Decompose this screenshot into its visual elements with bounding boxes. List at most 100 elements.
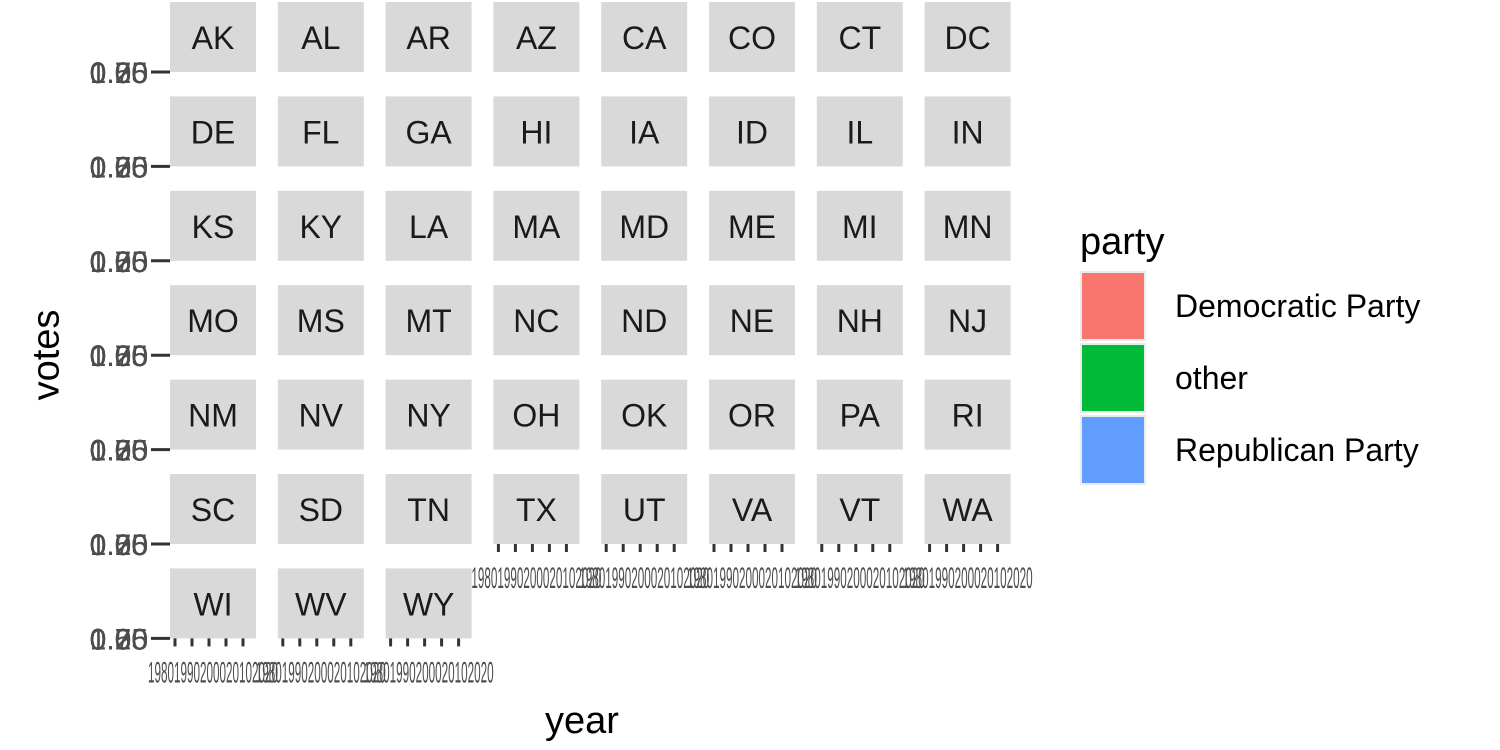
strip-label-mt: MT [405,303,451,339]
y-tick-label: 0.50 [90,340,148,373]
strip-sc [170,474,256,544]
y-tick-label: 0.25 [90,246,148,279]
strip-wa [924,474,1011,544]
x-tick-labels: 1980​1990​2000​2010​2020 [256,656,386,689]
y-tick-label: 0.00 [90,340,148,373]
strip-label-me: ME [728,209,776,245]
strip-wy [385,568,472,639]
strip-label-ak: AK [192,20,235,56]
y-tick-label: 0.75 [90,529,148,562]
strip-label-va: VA [732,492,773,528]
y-tick-label: 1.00 [90,151,148,184]
y-tick-label: 1.00 [90,340,148,373]
strip-label-mn: MN [943,209,993,245]
strip-label-nm: NM [188,398,238,434]
strip-ia [601,96,688,167]
strip-ct [816,2,903,72]
strip-label-mi: MI [842,209,878,245]
strip-md [601,190,688,261]
y-tick-label: 0.50 [90,57,148,90]
x-axis-title: year [545,700,619,742]
strip-ar [385,2,472,72]
strip-wv [277,568,364,639]
strip-label-in: IN [952,114,984,150]
y-tick-label: 1.00 [90,529,148,562]
y-tick-label: 0.25 [90,529,148,562]
y-tick-label: 0.75 [90,57,148,90]
x-tick-labels: 1980​1990​2000​2010​2020 [364,656,494,689]
strip-ok [601,379,688,450]
strip-label-ky: KY [299,209,342,245]
strip-co [709,2,795,72]
legend-item-other: other [1080,342,1420,414]
strip-label-ga: GA [405,114,452,150]
legend-key-other [1080,343,1146,413]
strip-label-de: DE [191,114,235,150]
strip-label-ks: KS [192,209,235,245]
y-tick-label: 1.00 [90,57,148,90]
x-tick-labels: 1980​1990​2000​2010​2020 [687,562,817,595]
strip-ut [601,474,688,544]
strip-label-md: MD [619,209,669,245]
x-tick-labels: 1980​1990​2000​2010​2020 [903,562,1033,595]
strip-label-mo: MO [187,303,239,339]
strip-label-vt: VT [839,492,880,528]
strip-label-wv: WV [295,586,347,622]
strip-label-nh: NH [837,303,883,339]
y-tick-label: 0.75 [90,246,148,279]
strip-ky [277,190,364,261]
strip-de [170,96,256,167]
y-tick-label: 0.00 [90,623,148,656]
legend-key-republican [1080,415,1146,485]
strip-label-ny: NY [406,398,450,434]
strip-nm [170,379,256,450]
strip-label-fl: FL [302,114,339,150]
strip-label-nc: NC [513,303,559,339]
legend-label-other: other [1175,359,1248,396]
strip-nc [493,285,580,356]
strip-ri [924,379,1011,450]
y-tick-label: 0.50 [90,623,148,656]
legend-label-democratic: Democratic Party [1175,287,1421,324]
strip-mo [170,285,256,356]
y-tick-label: 0.00 [90,57,148,90]
y-tick-label: 1.00 [90,435,148,468]
strip-tx [493,474,580,544]
strip-va [709,474,795,544]
y-tick-label: 0.75 [90,151,148,184]
strip-pa [816,379,903,450]
strip-mi [816,190,903,261]
strip-label-tn: TN [407,492,450,528]
y-tick-label: 0.25 [90,57,148,90]
strip-ca [601,2,688,72]
strip-label-ne: NE [730,303,774,339]
y-tick-label: 1.00 [90,623,148,656]
strip-dc [924,2,1011,72]
strip-label-ar: AR [406,20,450,56]
strip-label-sc: SC [191,492,235,528]
strip-nd [601,285,688,356]
y-tick-label: 1.00 [90,246,148,279]
x-tick-labels: 1980​1990​2000​2010​2020 [795,562,925,595]
legend-item-republican: Republican Party [1080,414,1420,486]
strip-sd [277,474,364,544]
strip-vt [816,474,903,544]
strip-ms [277,285,364,356]
strip-tn [385,474,472,544]
y-tick-label: 0.25 [90,340,148,373]
strip-label-ct: CT [838,20,881,56]
y-tick-label: 0.00 [90,529,148,562]
legend-item-democratic: Democratic Party [1080,270,1420,342]
strip-label-wy: WY [403,586,455,622]
strip-mt [385,285,472,356]
strip-wi [170,568,256,639]
y-tick-label: 0.00 [90,151,148,184]
strip-label-wa: WA [942,492,993,528]
strip-label-ok: OK [621,398,667,434]
legend-label-republican: Republican Party [1175,431,1419,468]
strip-label-il: IL [846,114,873,150]
strip-label-nj: NJ [948,303,987,339]
strip-label-or: OR [728,398,776,434]
strip-ks [170,190,256,261]
